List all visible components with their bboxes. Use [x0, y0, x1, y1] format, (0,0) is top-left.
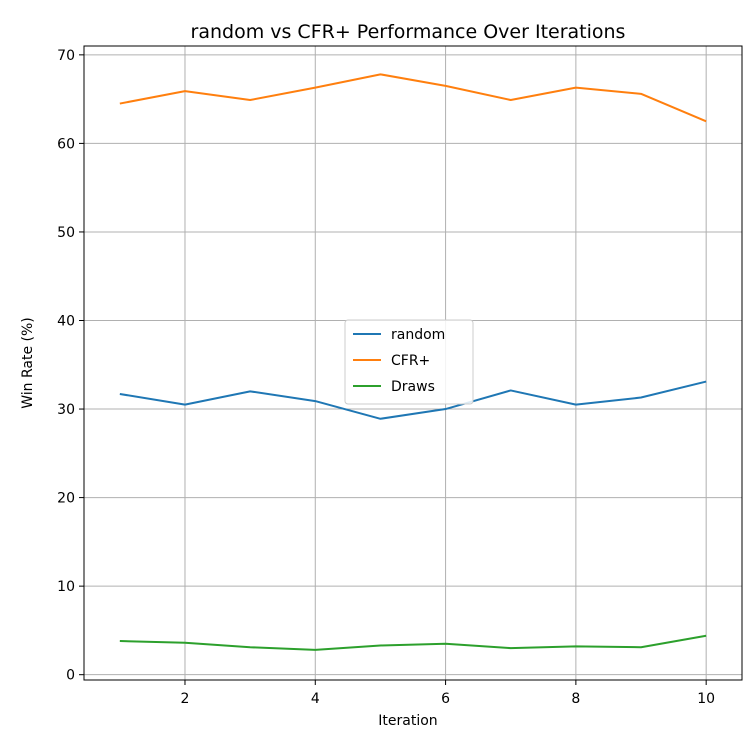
data-point-cfr	[248, 98, 252, 102]
data-point-random	[704, 380, 708, 384]
data-point-cfr	[444, 84, 448, 88]
series-line-random	[119, 380, 707, 420]
data-point-cfr	[378, 72, 382, 76]
legend-label-random: random	[391, 327, 445, 343]
y-axis-label: Win Rate (%)	[20, 317, 36, 409]
data-point-cfr	[313, 86, 317, 90]
y-tick-label: 60	[57, 136, 75, 152]
legend-label-cfr: CFR+	[391, 353, 430, 369]
data-point-cfr	[183, 89, 187, 93]
data-point-draws	[574, 644, 578, 648]
data-point-random	[183, 403, 187, 407]
y-tick-label: 20	[57, 491, 75, 507]
data-point-random	[248, 389, 252, 393]
data-point-cfr	[509, 98, 513, 102]
data-point-cfr	[704, 119, 708, 123]
data-point-cfr	[639, 92, 643, 96]
data-point-draws	[704, 634, 708, 638]
legend-items: random CFR+ Draws	[353, 327, 445, 395]
data-point-draws	[248, 645, 252, 649]
data-point-draws	[183, 641, 187, 645]
series-layer	[118, 72, 708, 652]
series-line-draws	[119, 634, 707, 651]
data-point-random	[639, 396, 643, 400]
x-axis-label: Iteration	[378, 713, 437, 729]
data-point-cfr	[118, 102, 122, 106]
data-point-random	[509, 388, 513, 392]
y-tick-label: 10	[57, 579, 75, 595]
data-point-draws	[639, 645, 643, 649]
data-point-draws	[509, 646, 513, 650]
chart-title: random vs CFR+ Performance Over Iteratio…	[191, 21, 626, 43]
grid	[84, 46, 742, 680]
x-tick-label: 6	[441, 691, 450, 707]
y-axis: 0 10 20 30 40 50 60 70	[57, 48, 84, 684]
y-tick-label: 30	[57, 402, 75, 418]
y-tick-label: 50	[57, 225, 75, 241]
data-point-random	[378, 417, 382, 421]
data-point-draws	[118, 639, 122, 643]
x-tick-label: 10	[697, 691, 715, 707]
x-axis: 2 4 6 8 10	[181, 680, 715, 707]
legend-box	[344, 319, 474, 405]
plot-area	[83, 45, 743, 681]
y-tick-label: 0	[66, 668, 75, 684]
series-line-cfr	[119, 73, 707, 123]
data-point-draws	[313, 648, 317, 652]
data-point-random	[574, 403, 578, 407]
data-point-draws	[444, 642, 448, 646]
x-tick-label: 8	[571, 691, 580, 707]
data-point-cfr	[574, 86, 578, 90]
plot-frame	[83, 45, 743, 681]
data-point-draws	[378, 643, 382, 647]
x-tick-label: 2	[181, 691, 190, 707]
data-point-random	[118, 392, 122, 396]
x-tick-label: 4	[311, 691, 320, 707]
legend-label-draws: Draws	[391, 379, 435, 395]
data-point-random	[444, 407, 448, 411]
legend: random CFR+ Draws	[344, 319, 474, 405]
y-tick-label: 40	[57, 313, 75, 329]
data-point-random	[313, 399, 317, 403]
y-tick-label: 70	[57, 48, 75, 64]
